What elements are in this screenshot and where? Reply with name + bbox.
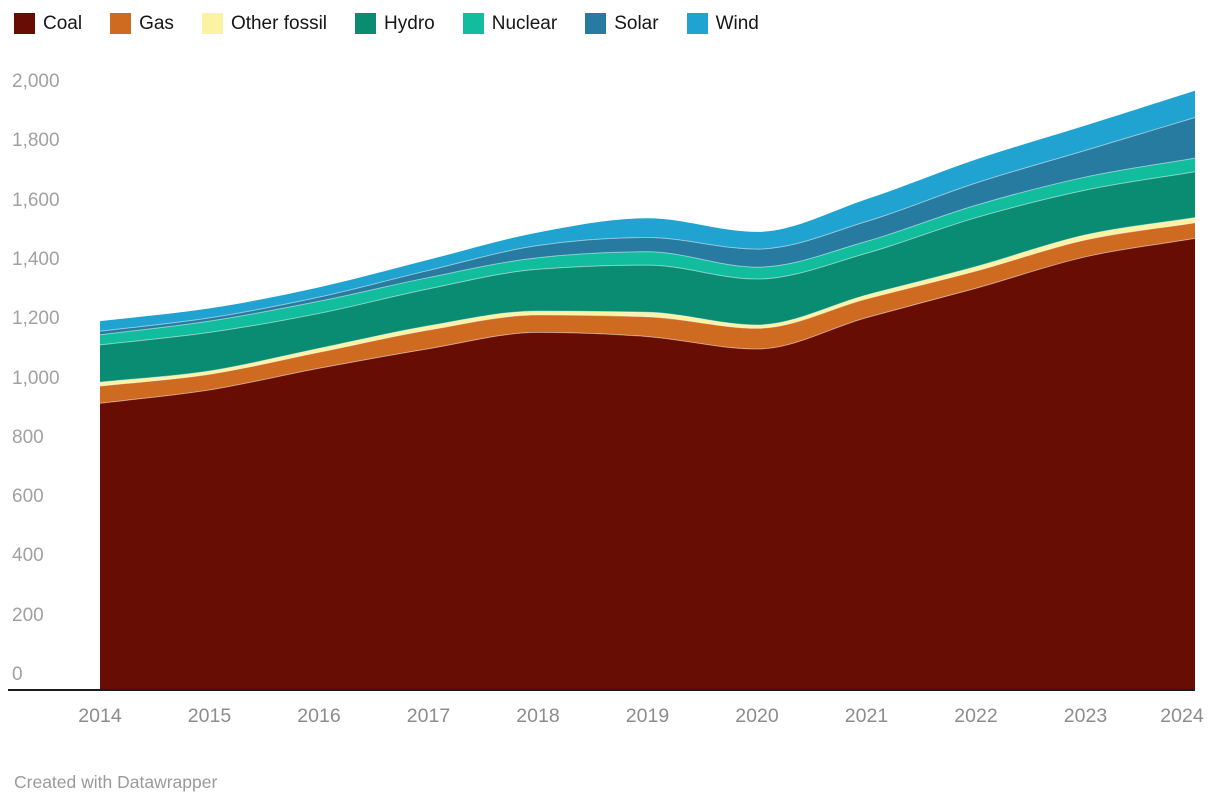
legend-label: Wind: [715, 13, 759, 34]
series-boundary-line: [99, 116, 1196, 332]
x-tick-label: 2018: [516, 705, 560, 727]
legend-item-nuclear: Nuclear: [462, 13, 558, 34]
series-boundary-line: [99, 237, 1196, 404]
legend-swatch: [355, 13, 377, 34]
legend-label: Solar: [614, 13, 659, 34]
legend-label: Gas: [139, 13, 174, 34]
y-tick-label: 600: [12, 486, 44, 508]
datawrapper-credit-link[interactable]: Created with Datawrapper: [14, 772, 218, 792]
legend-swatch: [462, 13, 484, 34]
legend-swatch: [201, 13, 223, 34]
y-tick-label: 1,800: [12, 130, 60, 152]
y-tick-label: 800: [12, 426, 44, 448]
x-tick-label: 2016: [297, 705, 341, 727]
series-boundary-line: [99, 217, 1196, 383]
x-tick-label: 2023: [1063, 705, 1108, 727]
x-tick-label: 2021: [844, 705, 889, 727]
y-tick-label: 200: [12, 604, 44, 626]
legend-item-gas: Gas: [110, 13, 174, 34]
legend-swatch: [14, 13, 35, 34]
legend-item-hydro: Hydro: [355, 13, 435, 34]
area-series-nuclear[interactable]: [100, 158, 1195, 345]
x-tick-label: 2019: [625, 705, 670, 727]
legend-swatch: [686, 13, 708, 34]
series-boundary-line: [99, 222, 1196, 387]
series-boundary-line: [99, 157, 1196, 336]
area-series-coal[interactable]: [100, 238, 1195, 690]
legend-label: Hydro: [384, 13, 435, 34]
legend-item-other-fossil: Other fossil: [201, 13, 328, 34]
legend-swatch: [585, 13, 607, 34]
area-series-hydro[interactable]: [100, 171, 1195, 383]
x-tick-label: 2017: [406, 705, 451, 727]
x-tick-label: 2024: [1160, 705, 1204, 727]
legend-item-coal: Coal: [14, 13, 82, 34]
y-tick-label: 0: [12, 664, 23, 685]
series-boundary-line: [99, 171, 1196, 346]
legend-label: Other fossil: [230, 13, 328, 34]
y-tick-label: 1,200: [12, 308, 60, 330]
area-series-gas[interactable]: [100, 222, 1195, 404]
legend-swatch: [110, 13, 132, 34]
legend-label: Nuclear: [491, 13, 558, 34]
x-tick-label: 2020: [735, 705, 779, 727]
y-tick-label: 400: [12, 545, 44, 567]
legend: Coal Gas Other fossil Hydro Nuclear Solar Wind: [14, 13, 787, 34]
legend-label: Coal: [43, 13, 83, 34]
x-tick-label: 2022: [954, 705, 998, 727]
x-tick-label: 2014: [78, 705, 122, 727]
legend-item-solar: Solar: [585, 13, 659, 34]
y-tick-label: 1,600: [12, 189, 60, 211]
y-tick-label: 2,000: [12, 71, 60, 92]
y-tick-label: 1,000: [12, 367, 60, 389]
x-tick-label: 2015: [187, 705, 232, 727]
y-tick-label: 1,400: [12, 248, 60, 270]
legend-item-wind: Wind: [686, 13, 759, 34]
